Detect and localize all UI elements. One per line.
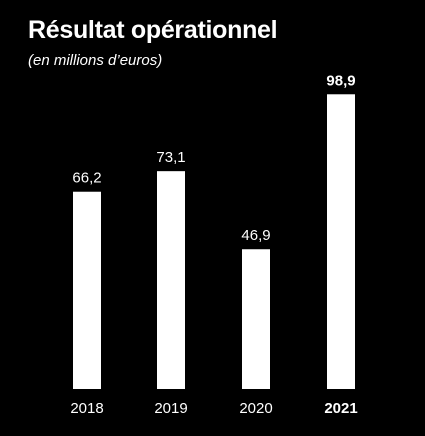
category-label-2019: 2019: [154, 400, 187, 417]
category-label-2018: 2018: [70, 400, 103, 417]
category-label-2020: 2020: [239, 400, 272, 417]
value-label-2019: 73,1: [156, 149, 185, 166]
chart-title: Résultat opérationnel: [28, 16, 278, 44]
bar-2021: [327, 94, 355, 389]
value-label-2018: 66,2: [72, 170, 101, 187]
value-label-2021: 98,9: [326, 72, 355, 89]
value-label-2020: 46,9: [241, 227, 270, 244]
bar-2020: [242, 249, 270, 389]
chart-subtitle: (en millions d’euros): [28, 52, 163, 69]
bar-2019: [157, 171, 185, 389]
category-label-2021: 2021: [324, 400, 357, 417]
bar-2018: [73, 191, 101, 389]
